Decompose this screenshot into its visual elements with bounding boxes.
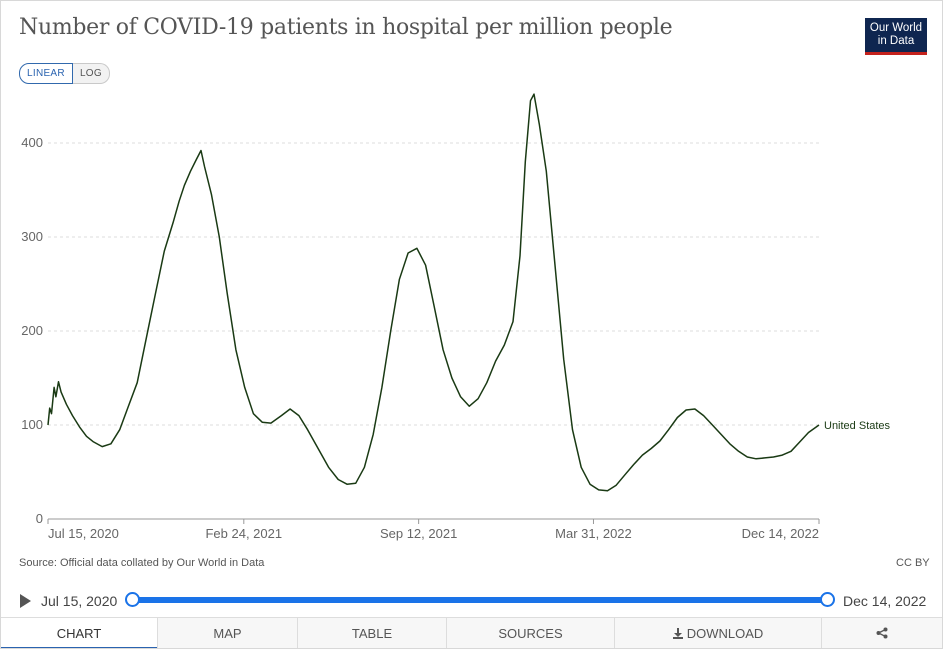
y-tick-label: 400 — [21, 135, 43, 150]
license-link[interactable]: CC BY — [896, 557, 930, 569]
source-note[interactable]: Source: Official data collated by Our Wo… — [19, 557, 265, 569]
y-axis: 0 100 200 300 400 — [21, 135, 43, 526]
series-label: United States — [824, 420, 891, 432]
share-button[interactable] — [821, 618, 942, 648]
series-line-united-states[interactable] — [47, 93, 820, 492]
series-lines — [47, 93, 820, 492]
line-chart: 0 100 200 300 400 Jul 15, 2020 Feb 24, 2021 Se… — [21, 93, 891, 541]
timeline-track[interactable] — [132, 597, 827, 603]
y-tick-label: 0 — [36, 511, 43, 526]
owid-logo[interactable]: Our World in Data — [865, 18, 927, 55]
x-tick-label: Mar 31, 2022 — [555, 526, 632, 541]
y-tick-label: 200 — [21, 323, 43, 338]
tab-map[interactable]: MAP — [157, 618, 297, 648]
timeline-slider: Jul 15, 2020 Dec 14, 2022 — [1, 587, 942, 615]
tab-sources[interactable]: SOURCES — [446, 618, 614, 648]
log-scale-button[interactable]: LOG — [72, 63, 110, 84]
y-tick-label: 300 — [21, 229, 43, 244]
scale-toggle: LINEAR LOG — [19, 63, 110, 84]
chart-title: Number of COVID-19 patients in hospital … — [19, 15, 673, 40]
x-axis: Jul 15, 2020 Feb 24, 2021 Sep 12, 2021 Mar … — [47, 519, 820, 541]
download-icon — [672, 628, 683, 639]
tab-download-label: DOWNLOAD — [686, 626, 764, 641]
tab-download[interactable]: DOWNLOAD — [614, 618, 821, 648]
grid-lines — [48, 142, 819, 520]
share-icon — [876, 627, 888, 639]
timeline-end-label: Dec 14, 2022 — [843, 593, 927, 609]
play-icon[interactable] — [20, 594, 31, 608]
tab-bar: CHART MAP TABLE SOURCES DOWNLOAD — [1, 617, 942, 648]
x-tick-label: Jul 15, 2020 — [48, 526, 119, 541]
x-tick-label: Sep 12, 2021 — [380, 526, 457, 541]
timeline-start-handle[interactable] — [125, 592, 140, 607]
tab-table[interactable]: TABLE — [297, 618, 446, 648]
timeline-end-handle[interactable] — [820, 592, 835, 607]
x-tick-label: Feb 24, 2021 — [205, 526, 282, 541]
linear-scale-button[interactable]: LINEAR — [19, 63, 73, 84]
tab-chart[interactable]: CHART — [1, 618, 157, 648]
timeline-start-label: Jul 15, 2020 — [41, 593, 118, 609]
x-tick-label: Dec 14, 2022 — [742, 526, 819, 541]
y-tick-label: 100 — [21, 417, 43, 432]
series-labels: United States — [824, 420, 891, 432]
logo-line-2: in Data — [877, 35, 915, 47]
logo-line-1: Our World — [869, 22, 923, 34]
logo-accent-bar — [865, 52, 927, 55]
